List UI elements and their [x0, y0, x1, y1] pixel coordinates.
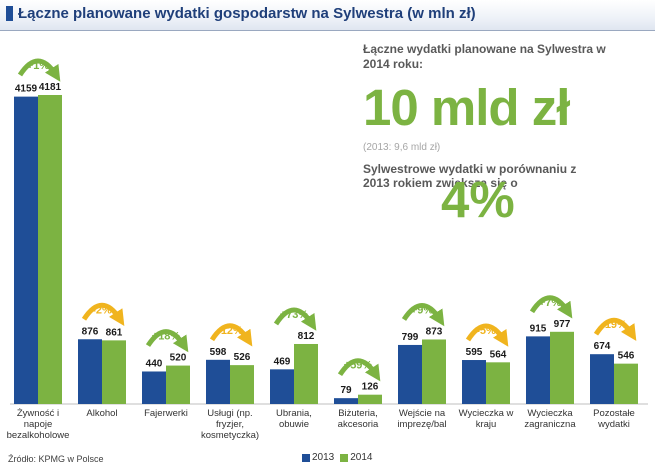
data-label-2013: 598 — [210, 347, 227, 358]
category-label: Alkohol — [86, 408, 117, 419]
summary-box: Łączne wydatki planowane na Sylwestra w … — [363, 42, 648, 228]
change-label: +59% — [344, 360, 373, 372]
data-label-2014: 546 — [618, 351, 635, 362]
change-arrow-icon — [209, 323, 253, 347]
data-label-2014: 873 — [426, 326, 443, 337]
change-label: +1% — [27, 60, 50, 72]
change-arrow-icon — [17, 58, 61, 82]
category-label: Fajerwerki — [144, 408, 188, 419]
change-arrow-icon — [81, 302, 125, 326]
source-note: Źródło: KPMG w Polsce — [8, 454, 104, 464]
category-label: akcesoria — [338, 419, 379, 430]
bar-2014 — [358, 394, 382, 404]
bar-2014 — [614, 363, 638, 404]
bar-2013 — [78, 339, 102, 404]
change-arrow-icon — [529, 295, 573, 319]
data-label-2014: 526 — [234, 352, 251, 363]
category-label: Usługi (np. — [207, 408, 252, 419]
summary-previous: (2013: 9,6 mld zł) — [363, 142, 441, 153]
change-label: -5% — [476, 325, 496, 337]
category-label: zagraniczna — [524, 419, 576, 430]
bar-2014 — [422, 339, 446, 404]
bar-2013 — [526, 336, 550, 404]
category-label: Wycieczka — [527, 408, 573, 419]
bar-2013 — [334, 398, 358, 404]
category-label: wydatki — [597, 419, 630, 430]
change-label: -12% — [217, 325, 243, 337]
data-label-2014: 861 — [106, 327, 123, 338]
bar-2014 — [294, 343, 318, 404]
category-label: Żywność i — [17, 408, 59, 419]
bar-2014 — [166, 365, 190, 404]
data-label-2014: 4181 — [39, 82, 62, 93]
data-label-2013: 469 — [274, 356, 291, 367]
category-label: Wejście na — [399, 408, 446, 419]
legend-swatch-2013 — [302, 453, 310, 462]
change-arrow-icon — [337, 358, 381, 382]
change-label: +9% — [411, 304, 434, 316]
bar-2013 — [270, 369, 294, 404]
bar-2013 — [142, 371, 166, 404]
data-label-2013: 4159 — [15, 84, 38, 95]
data-label-2014: 977 — [554, 319, 571, 330]
bar-2013 — [398, 344, 422, 404]
change-label: -19% — [601, 319, 627, 331]
change-arrow-icon — [465, 323, 509, 347]
bar-2013 — [590, 354, 614, 404]
summary-heading: Łączne wydatki planowane na Sylwestra w … — [363, 42, 606, 71]
category-label: napoje — [24, 419, 53, 430]
bar-2014 — [550, 331, 574, 404]
data-label-2014: 520 — [170, 353, 187, 364]
bar-2013 — [462, 360, 486, 404]
title-bar: Łączne planowane wydatki gospodarstw na … — [0, 0, 655, 31]
data-label-2013: 876 — [82, 326, 99, 337]
page-title: Łączne planowane wydatki gospodarstw na … — [18, 5, 476, 22]
data-label-2013: 440 — [146, 358, 163, 369]
bar-2014 — [486, 362, 510, 404]
category-label: obuwie — [279, 419, 309, 430]
chart-legend: 2013 2014 — [302, 452, 379, 463]
legend-label-2014: 2014 — [350, 452, 373, 463]
change-label: +7% — [539, 297, 562, 309]
category-label: Wycieczka w — [459, 408, 514, 419]
change-label: -2% — [92, 304, 112, 316]
data-label-2013: 595 — [466, 347, 483, 358]
data-label-2013: 79 — [340, 385, 352, 396]
bar-2014 — [230, 365, 254, 404]
bar-2013 — [14, 96, 38, 405]
category-label: fryzjer, — [216, 419, 244, 430]
category-label: imprezę/bal — [397, 419, 446, 430]
category-label: bezalkoholowe — [7, 430, 70, 441]
data-label-2014: 812 — [298, 331, 315, 342]
summary-growth-text: Sylwestrowe wydatki w porównaniu z 2013 … — [363, 162, 577, 190]
data-label-2013: 799 — [402, 332, 419, 343]
legend-swatch-2014 — [340, 453, 349, 462]
bar-2014 — [38, 95, 62, 404]
legend-item-2013: 2013 — [302, 452, 334, 463]
legend-item-2014: 2014 — [340, 452, 373, 463]
change-arrow-icon — [401, 303, 445, 327]
category-label: Ubrania, — [276, 408, 312, 419]
category-label: Biżuteria, — [338, 408, 378, 419]
change-arrow-icon — [273, 307, 317, 331]
data-label-2014: 564 — [490, 349, 507, 360]
change-label: +73% — [280, 309, 309, 321]
title-accent-icon — [6, 6, 13, 21]
legend-label-2013: 2013 — [312, 452, 335, 463]
summary-growth-value: 4% — [441, 171, 515, 228]
category-label: kosmetyczka) — [201, 430, 259, 441]
bar-2013 — [206, 359, 230, 404]
data-label-2013: 915 — [530, 323, 547, 334]
category-label: Pozostałe — [593, 408, 635, 419]
change-arrow-icon — [145, 329, 189, 353]
change-label: +18% — [152, 331, 181, 343]
bar-2014 — [102, 340, 126, 404]
category-label: kraju — [476, 419, 497, 430]
summary-total: 10 mld zł — [363, 79, 570, 136]
data-label-2013: 674 — [594, 341, 611, 352]
data-label-2014: 126 — [362, 382, 379, 393]
change-arrow-icon — [593, 317, 637, 341]
